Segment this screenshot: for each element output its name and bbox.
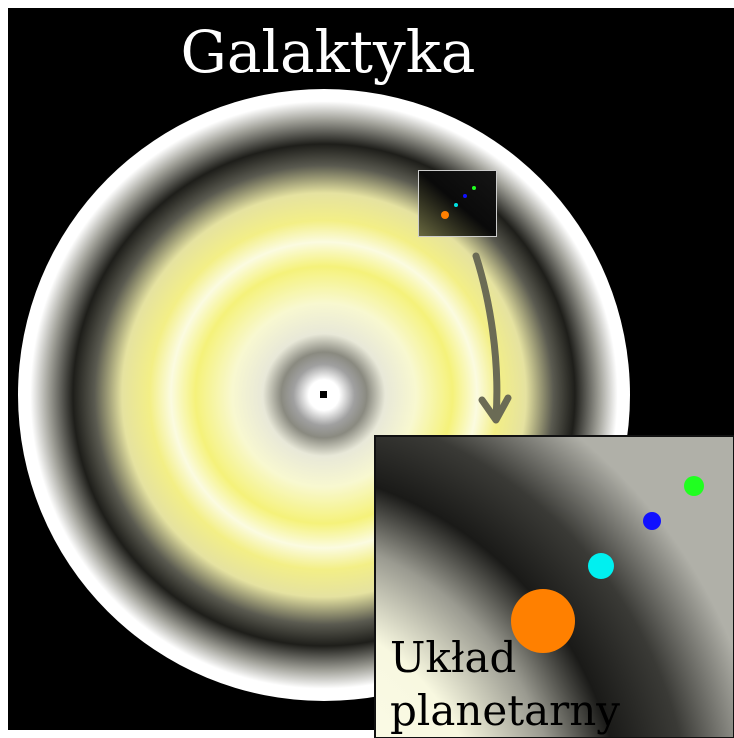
zoom-box [419, 171, 497, 237]
title: Galaktyka [181, 18, 476, 86]
planet [643, 512, 661, 530]
inset-label: Układ [390, 633, 516, 682]
diagram: Galaktyka Układ planetarny [0, 0, 734, 738]
planet-mini [463, 194, 467, 198]
planet [684, 476, 704, 496]
galaxy-core [320, 391, 327, 398]
inset-label: planetarny [390, 686, 620, 735]
planet-mini [441, 211, 449, 219]
planet-mini [454, 203, 458, 207]
planet [511, 589, 575, 653]
planet-mini [472, 186, 476, 190]
planet [588, 553, 614, 579]
